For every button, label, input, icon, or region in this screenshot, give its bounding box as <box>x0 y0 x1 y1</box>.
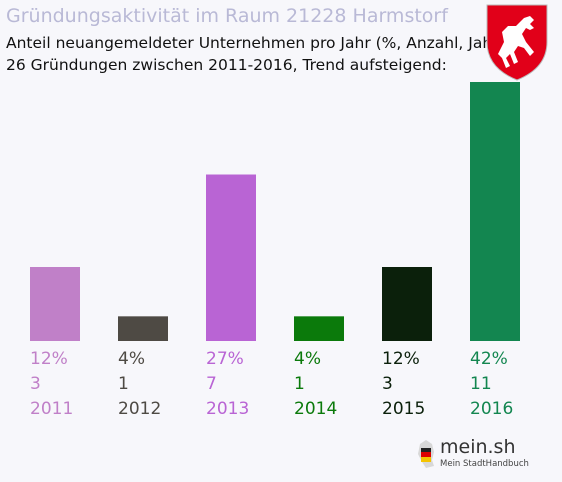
germany-map-icon <box>418 440 434 468</box>
chart-title: Gründungsaktivität im Raum 21228 Harmsto… <box>6 5 448 27</box>
logo-subtext: Mein StadtHandbuch <box>440 459 529 469</box>
year-label-2016: 2016 <box>470 399 513 419</box>
count-label-2011: 3 <box>30 374 41 394</box>
bar-2013 <box>206 174 256 341</box>
year-label-2011: 2011 <box>30 399 73 419</box>
bar-2014 <box>294 316 344 341</box>
horse-crest-icon <box>486 4 548 81</box>
year-label-2012: 2012 <box>118 399 161 419</box>
logo-text: mein.sh <box>440 436 516 458</box>
chart-subtitle-line2: 26 Gründungen zwischen 2011-2016, Trend … <box>6 56 447 74</box>
count-label-2016: 11 <box>470 374 492 394</box>
count-label-2013: 7 <box>206 374 217 394</box>
bar-2011 <box>30 267 80 341</box>
bar-2016 <box>470 82 520 341</box>
value-label-2016: 42% <box>470 349 508 369</box>
year-label-2015: 2015 <box>382 399 425 419</box>
value-label-2012: 4% <box>118 349 145 369</box>
count-label-2014: 1 <box>294 374 305 394</box>
chart-subtitle-line1: Anteil neuangemeldeter Unternehmen pro J… <box>6 34 505 52</box>
year-label-2013: 2013 <box>206 399 249 419</box>
count-label-2012: 1 <box>118 374 129 394</box>
value-label-2013: 27% <box>206 349 244 369</box>
value-label-2011: 12% <box>30 349 68 369</box>
value-label-2014: 4% <box>294 349 321 369</box>
year-label-2014: 2014 <box>294 399 337 419</box>
count-label-2015: 3 <box>382 374 393 394</box>
value-label-2015: 12% <box>382 349 420 369</box>
bar-2012 <box>118 316 168 341</box>
bar-2015 <box>382 267 432 341</box>
